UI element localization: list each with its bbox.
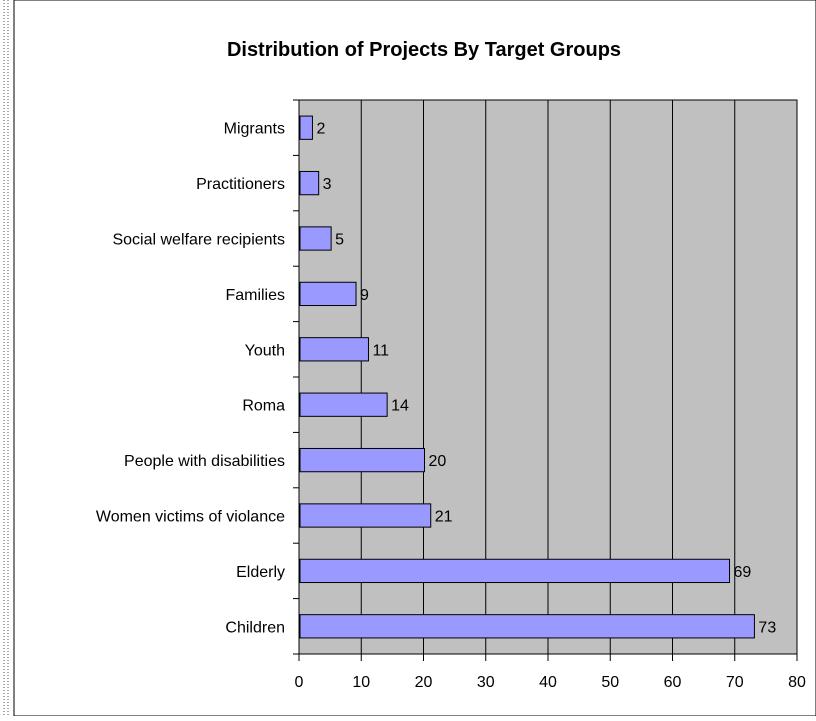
bar [299, 337, 369, 362]
value-labels: 2 3 5 9 11 14 20 21 69 73 [316, 121, 776, 637]
category-label: Women victims of violance [96, 509, 285, 526]
data-label: 20 [429, 453, 447, 470]
category-label: Families [225, 287, 285, 304]
x-tick-label: 30 [477, 674, 495, 691]
y-axis [293, 99, 300, 655]
x-tick-label: 70 [726, 674, 744, 691]
category-label: Youth [245, 342, 285, 359]
category-label: Children [225, 619, 285, 636]
data-label: 5 [335, 232, 344, 249]
data-label: 69 [734, 564, 752, 581]
bar [299, 447, 425, 473]
data-label: 21 [435, 509, 453, 526]
bar [299, 281, 357, 307]
category-label: Migrants [224, 121, 285, 138]
category-label: Practitioners [196, 176, 285, 193]
category-label: Roma [242, 398, 285, 415]
data-label: 2 [316, 121, 325, 138]
chart-title: Distribution of Projects By Target Group… [227, 39, 621, 61]
x-axis: 0 10 20 30 40 50 60 70 80 [295, 653, 806, 691]
x-tick-label: 50 [601, 674, 619, 691]
category-label: Elderly [236, 564, 285, 581]
bars [299, 115, 755, 639]
x-tick-label: 10 [352, 674, 370, 691]
bar [299, 558, 731, 584]
bar [299, 392, 388, 417]
bar [299, 614, 755, 639]
data-label: 11 [372, 342, 389, 359]
bar [299, 115, 313, 140]
x-tick-label: 40 [539, 674, 557, 691]
x-tick-label: 60 [664, 674, 682, 691]
bar [299, 503, 432, 528]
data-label: 73 [758, 619, 776, 636]
data-label: 3 [323, 176, 332, 193]
category-label: People with disabilities [124, 453, 285, 470]
x-tick-label: 20 [415, 674, 433, 691]
category-labels: Migrants Practitioners Social welfare reci… [96, 121, 285, 637]
data-label: 14 [391, 398, 409, 415]
data-label: 9 [360, 287, 369, 304]
bar [299, 226, 332, 251]
x-tick-label: 0 [295, 674, 304, 691]
category-label: Social welfare recipients [112, 232, 285, 249]
bar [299, 170, 320, 196]
x-tick-label: 80 [788, 674, 806, 691]
